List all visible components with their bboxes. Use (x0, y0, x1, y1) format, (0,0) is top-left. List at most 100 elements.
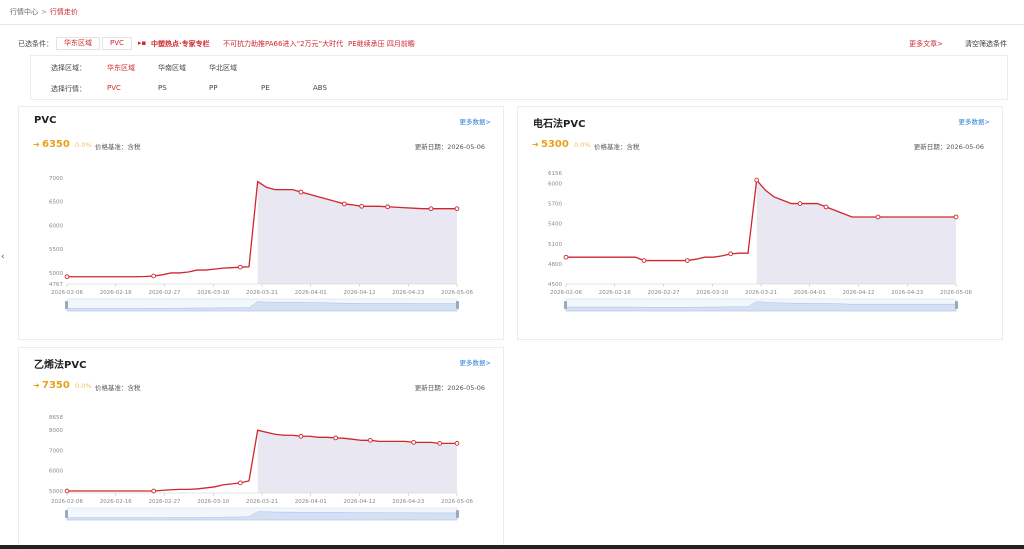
news-link-pe[interactable]: PE继续承压 四月前瞻 (348, 40, 415, 48)
filter-panel: 选择区域： 华东区域 华南区域 华北区域 选择行情： PVC PS PP PE … (30, 55, 1008, 100)
y-tick-label: 6500 (49, 200, 63, 206)
product-option-pe[interactable]: PE (261, 84, 270, 92)
clear-filters-button[interactable]: 清空筛选条件 (965, 40, 1007, 48)
data-point (454, 206, 460, 212)
area-fill (756, 180, 956, 284)
area-fill (257, 181, 457, 284)
hot-news-icon: ▸▪ (138, 39, 147, 47)
data-point (385, 204, 391, 210)
range-slider-handle-right (955, 301, 958, 309)
y-tick-label: 6156 (548, 171, 562, 177)
region-option-south[interactable]: 华南区域 (158, 64, 186, 72)
series-line (566, 178, 956, 262)
product-option-pp[interactable]: PP (209, 84, 218, 92)
x-tick-label: 2026-04-23 (392, 290, 424, 296)
data-point (754, 177, 760, 183)
breadcrumb-parent[interactable]: 行情中心 (10, 8, 38, 16)
data-point (411, 440, 417, 445)
product-option-abs[interactable]: ABS (313, 84, 327, 92)
price-change: 0.0% (574, 141, 591, 149)
card-title: 乙烯法PVC (34, 360, 87, 371)
more-data-link[interactable]: 更多数据> (958, 118, 990, 126)
x-tick-label: 2026-04-12 (344, 499, 376, 505)
y-tick-label: 5500 (49, 247, 63, 253)
x-tick-label: 2026-02-06 (550, 290, 582, 296)
range-slider-handle-right (456, 510, 459, 518)
data-point (64, 488, 70, 494)
y-tick-label: 5100 (548, 242, 562, 248)
data-point (875, 214, 881, 220)
region-option-north[interactable]: 华北区域 (209, 64, 237, 72)
y-tick-label: 8658 (49, 415, 63, 421)
filter-tag-region[interactable]: 华东区域 (56, 37, 100, 50)
y-tick-label: 5400 (548, 222, 562, 228)
y-tick-label: 6000 (49, 469, 63, 475)
y-tick-label: 6000 (49, 223, 63, 229)
x-tick-label: 2026-03-21 (246, 290, 278, 296)
x-tick-label: 2026-04-23 (891, 290, 923, 296)
price-summary: ➜ 7350 0.0% 价格基准：含税 更新日期：2026-05-06 (33, 380, 489, 393)
x-tick-label: 2026-02-27 (648, 290, 680, 296)
data-point (797, 201, 803, 206)
y-tick-label: 4500 (548, 282, 562, 288)
y-tick-label: 7000 (49, 448, 63, 454)
update-date: 更新日期：2026-05-06 (414, 384, 485, 392)
data-point (151, 488, 157, 494)
arrow-right-icon: ➜ (532, 140, 539, 149)
x-tick-label: 2026-02-16 (100, 499, 132, 505)
price-change: 0.0% (75, 382, 92, 390)
range-slider-preview (565, 301, 957, 312)
data-point (298, 189, 304, 195)
data-point (823, 204, 829, 210)
current-price: 5300 (541, 139, 569, 150)
window-bottom-edge (0, 545, 1024, 549)
area-fill (257, 430, 457, 493)
news-link-pa66[interactable]: 不可抗力助推PA66进入“2万元”大时代 (223, 40, 344, 48)
y-tick-label: 5000 (49, 271, 63, 277)
current-price: 6350 (42, 139, 70, 150)
more-articles-link[interactable]: 更多文章> (909, 40, 943, 48)
data-point (563, 254, 569, 260)
price-chart-card: PVC 更多数据> ➜ 6350 0.0% 价格基准：含税 更新日期：2026-… (18, 106, 504, 340)
x-tick-label: 2026-04-12 (344, 290, 376, 296)
product-option-pvc[interactable]: PVC (107, 84, 121, 92)
more-data-link[interactable]: 更多数据> (459, 118, 491, 126)
x-tick-label: 2026-02-27 (149, 499, 181, 505)
x-tick-label: 2026-02-16 (599, 290, 631, 296)
data-point (341, 201, 347, 207)
price-summary: ➜ 5300 0.0% 价格基准：含税 更新日期：2026-05-06 (532, 139, 988, 152)
news-link-column[interactable]: 中塑热点·专家专栏 (151, 40, 210, 48)
x-tick-label: 2026-04-01 (794, 290, 826, 296)
data-point (728, 251, 734, 257)
filter-tag-product[interactable]: PVC (102, 37, 132, 50)
range-slider-handle-right (456, 301, 459, 309)
card-title: 电石法PVC (533, 119, 586, 130)
product-option-ps[interactable]: PS (158, 84, 167, 92)
data-point (298, 433, 304, 439)
x-tick-label: 2026-04-01 (295, 290, 327, 296)
data-point (454, 441, 460, 446)
data-point (333, 435, 339, 441)
x-tick-label: 2026-02-16 (100, 290, 132, 296)
y-tick-label: 5700 (548, 202, 562, 208)
x-tick-label: 2026-05-06 (441, 499, 473, 505)
range-slider-preview (66, 301, 458, 312)
arrow-right-icon: ➜ (33, 140, 40, 149)
chevron-left-icon[interactable]: ‹ (1, 252, 5, 262)
y-tick-label: 6000 (548, 181, 562, 187)
range-slider-handle-left (564, 301, 567, 309)
x-tick-label: 2026-05-06 (940, 290, 972, 296)
region-option-east[interactable]: 华东区域 (107, 64, 135, 72)
x-tick-label: 2026-04-12 (843, 290, 875, 296)
product-filter-label: 选择行情： (51, 85, 86, 93)
price-summary: ➜ 6350 0.0% 价格基准：含税 更新日期：2026-05-06 (33, 139, 489, 152)
data-point (64, 274, 70, 280)
card-title: PVC (34, 115, 57, 126)
region-filter-label: 选择区域： (51, 64, 86, 72)
x-tick-label: 2026-03-21 (745, 290, 777, 296)
x-tick-label: 2026-03-10 (696, 290, 728, 296)
data-point (953, 214, 959, 220)
more-data-link[interactable]: 更多数据> (459, 359, 491, 367)
y-tick-label: 4767 (49, 282, 63, 288)
price-change: 0.0% (75, 141, 92, 149)
